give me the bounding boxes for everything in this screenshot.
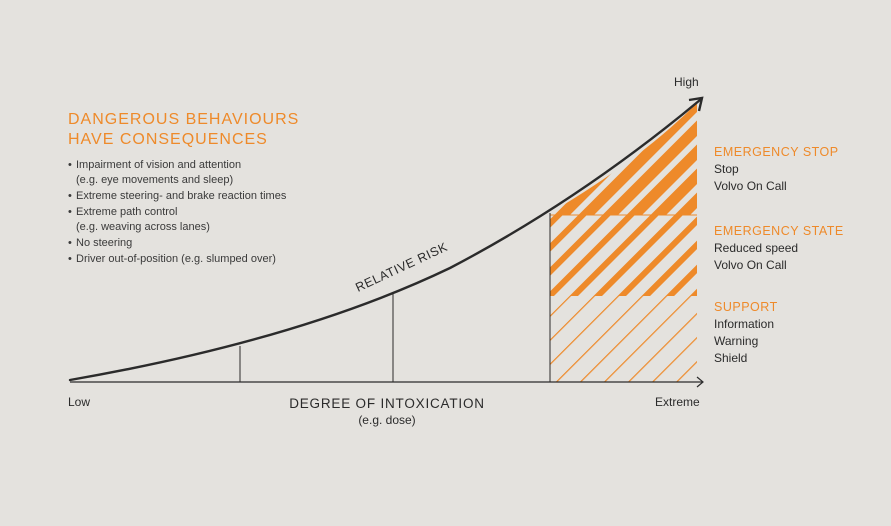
list-item: Driver out-of-position (e.g. slumped ove…: [68, 252, 328, 267]
curve-label: RELATIVE RISK: [353, 240, 450, 295]
support-zone-hatch: [550, 296, 697, 382]
x-axis-low-label: Low: [68, 395, 91, 409]
emergency-stop-label: EMERGENCY STOP Stop Volvo On Call: [714, 145, 839, 193]
heading-line-2: HAVE CONSEQUENCES: [68, 131, 268, 148]
behaviour-list: Impairment of vision and attention(e.g. …: [68, 158, 328, 268]
y-axis-high-label: High: [674, 75, 699, 89]
x-axis-high-label: Extreme: [655, 395, 700, 409]
emergency-state-zone-hatch: [550, 215, 697, 296]
support-label: SUPPORT Information Warning Shield: [714, 300, 778, 365]
curve-arrow-icon: [688, 96, 704, 112]
heading-line-1: DANGEROUS BEHAVIOURS: [68, 111, 300, 128]
list-item: No steering: [68, 236, 328, 251]
x-axis-title: DEGREE OF INTOXICATION: [289, 396, 485, 411]
x-axis-arrow-icon: [696, 376, 704, 388]
list-item: Impairment of vision and attention(e.g. …: [68, 158, 328, 188]
x-axis-subtitle: (e.g. dose): [358, 413, 416, 427]
emergency-stop-zone-hatch: [550, 103, 697, 215]
list-item: Extreme path control(e.g. weaving across…: [68, 205, 328, 235]
section-heading: DANGEROUS BEHAVIOURS HAVE CONSEQUENCES: [68, 110, 299, 150]
emergency-state-label: EMERGENCY STATE Reduced speed Volvo On C…: [714, 224, 844, 272]
list-item: Extreme steering- and brake reaction tim…: [68, 189, 328, 204]
relative-risk-curve: [68, 98, 702, 382]
